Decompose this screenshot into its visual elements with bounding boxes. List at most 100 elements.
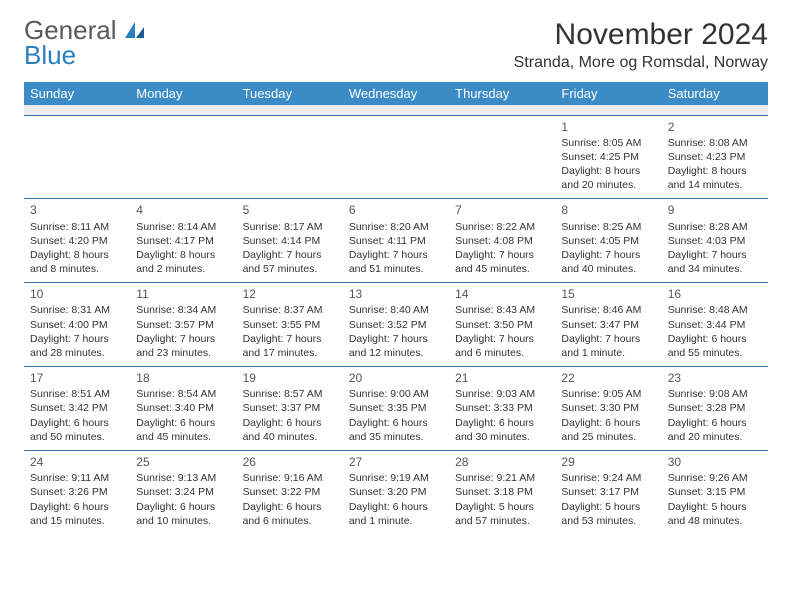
calendar-cell: 8Sunrise: 8:25 AMSunset: 4:05 PMDaylight…: [555, 199, 661, 283]
cell-day2: and 55 minutes.: [668, 346, 762, 360]
cell-sunset: Sunset: 3:52 PM: [349, 318, 443, 332]
calendar-cell: 10Sunrise: 8:31 AMSunset: 4:00 PMDayligh…: [24, 283, 130, 367]
cell-sunset: Sunset: 3:22 PM: [243, 485, 337, 499]
dayname-header: Thursday: [449, 82, 555, 105]
cell-sunrise: Sunrise: 8:46 AM: [561, 303, 655, 317]
cell-day1: Daylight: 6 hours: [349, 500, 443, 514]
calendar-cell: 28Sunrise: 9:21 AMSunset: 3:18 PMDayligh…: [449, 451, 555, 534]
day-number: 30: [668, 454, 762, 470]
day-number: 17: [30, 370, 124, 386]
cell-day2: and 12 minutes.: [349, 346, 443, 360]
cell-sunset: Sunset: 3:44 PM: [668, 318, 762, 332]
cell-day2: and 15 minutes.: [30, 514, 124, 528]
day-number: 18: [136, 370, 230, 386]
cell-sunrise: Sunrise: 9:26 AM: [668, 471, 762, 485]
cell-day2: and 1 minute.: [561, 346, 655, 360]
cell-sunrise: Sunrise: 8:34 AM: [136, 303, 230, 317]
calendar-cell: 14Sunrise: 8:43 AMSunset: 3:50 PMDayligh…: [449, 283, 555, 367]
cell-sunset: Sunset: 4:14 PM: [243, 234, 337, 248]
calendar-cell: 3Sunrise: 8:11 AMSunset: 4:20 PMDaylight…: [24, 199, 130, 283]
cell-sunrise: Sunrise: 8:05 AM: [561, 136, 655, 150]
cell-sunset: Sunset: 3:57 PM: [136, 318, 230, 332]
day-number: 10: [30, 286, 124, 302]
calendar-cell: 4Sunrise: 8:14 AMSunset: 4:17 PMDaylight…: [130, 199, 236, 283]
dayname-header: Wednesday: [343, 82, 449, 105]
cell-day2: and 6 minutes.: [455, 346, 549, 360]
cell-sunrise: Sunrise: 8:31 AM: [30, 303, 124, 317]
cell-sunset: Sunset: 4:00 PM: [30, 318, 124, 332]
cell-day1: Daylight: 6 hours: [30, 416, 124, 430]
cell-sunrise: Sunrise: 8:14 AM: [136, 220, 230, 234]
cell-sunrise: Sunrise: 9:24 AM: [561, 471, 655, 485]
cell-day2: and 34 minutes.: [668, 262, 762, 276]
cell-day2: and 35 minutes.: [349, 430, 443, 444]
day-number: 25: [136, 454, 230, 470]
cell-day2: and 23 minutes.: [136, 346, 230, 360]
cell-day1: Daylight: 6 hours: [243, 416, 337, 430]
cell-day2: and 40 minutes.: [243, 430, 337, 444]
cell-sunrise: Sunrise: 9:21 AM: [455, 471, 549, 485]
cell-day1: Daylight: 8 hours: [136, 248, 230, 262]
cell-sunrise: Sunrise: 8:17 AM: [243, 220, 337, 234]
calendar-cell: 20Sunrise: 9:00 AMSunset: 3:35 PMDayligh…: [343, 367, 449, 451]
cell-day2: and 48 minutes.: [668, 514, 762, 528]
cell-day1: Daylight: 8 hours: [668, 164, 762, 178]
calendar-cell: 22Sunrise: 9:05 AMSunset: 3:30 PMDayligh…: [555, 367, 661, 451]
day-number: 6: [349, 202, 443, 218]
calendar-cell: 5Sunrise: 8:17 AMSunset: 4:14 PMDaylight…: [237, 199, 343, 283]
cell-day2: and 45 minutes.: [136, 430, 230, 444]
cell-day2: and 50 minutes.: [30, 430, 124, 444]
cell-day2: and 10 minutes.: [136, 514, 230, 528]
cell-day1: Daylight: 5 hours: [668, 500, 762, 514]
cell-day2: and 40 minutes.: [561, 262, 655, 276]
dayname-header: Tuesday: [237, 82, 343, 105]
calendar-cell: 18Sunrise: 8:54 AMSunset: 3:40 PMDayligh…: [130, 367, 236, 451]
cell-day1: Daylight: 6 hours: [243, 500, 337, 514]
cell-sunrise: Sunrise: 9:05 AM: [561, 387, 655, 401]
cell-sunrise: Sunrise: 9:11 AM: [30, 471, 124, 485]
cell-day1: Daylight: 6 hours: [668, 332, 762, 346]
dayname-row: SundayMondayTuesdayWednesdayThursdayFrid…: [24, 82, 768, 105]
cell-day1: Daylight: 8 hours: [561, 164, 655, 178]
calendar-cell: 30Sunrise: 9:26 AMSunset: 3:15 PMDayligh…: [662, 451, 768, 534]
cell-sunrise: Sunrise: 9:08 AM: [668, 387, 762, 401]
cell-day1: Daylight: 7 hours: [668, 248, 762, 262]
cell-sunset: Sunset: 3:15 PM: [668, 485, 762, 499]
cell-sunrise: Sunrise: 8:43 AM: [455, 303, 549, 317]
cell-day1: Daylight: 6 hours: [349, 416, 443, 430]
cell-sunrise: Sunrise: 9:00 AM: [349, 387, 443, 401]
cell-day1: Daylight: 7 hours: [243, 248, 337, 262]
cell-sunrise: Sunrise: 8:08 AM: [668, 136, 762, 150]
day-number: 14: [455, 286, 549, 302]
cell-sunrise: Sunrise: 8:20 AM: [349, 220, 443, 234]
dayname-header: Sunday: [24, 82, 130, 105]
cell-day1: Daylight: 6 hours: [136, 416, 230, 430]
cell-sunrise: Sunrise: 9:03 AM: [455, 387, 549, 401]
cell-sunset: Sunset: 3:28 PM: [668, 401, 762, 415]
cell-day1: Daylight: 8 hours: [30, 248, 124, 262]
cell-day1: Daylight: 6 hours: [668, 416, 762, 430]
cell-day2: and 57 minutes.: [455, 514, 549, 528]
calendar-cell: 21Sunrise: 9:03 AMSunset: 3:33 PMDayligh…: [449, 367, 555, 451]
cell-sunset: Sunset: 3:26 PM: [30, 485, 124, 499]
calendar-cell: 25Sunrise: 9:13 AMSunset: 3:24 PMDayligh…: [130, 451, 236, 534]
cell-day2: and 6 minutes.: [243, 514, 337, 528]
cell-day2: and 20 minutes.: [668, 430, 762, 444]
day-number: 21: [455, 370, 549, 386]
calendar-cell: 1Sunrise: 8:05 AMSunset: 4:25 PMDaylight…: [555, 115, 661, 199]
calendar-cell: 17Sunrise: 8:51 AMSunset: 3:42 PMDayligh…: [24, 367, 130, 451]
cell-sunrise: Sunrise: 9:19 AM: [349, 471, 443, 485]
cell-day1: Daylight: 6 hours: [561, 416, 655, 430]
cell-day2: and 14 minutes.: [668, 178, 762, 192]
cell-day1: Daylight: 7 hours: [349, 332, 443, 346]
cell-sunset: Sunset: 3:20 PM: [349, 485, 443, 499]
cell-day2: and 51 minutes.: [349, 262, 443, 276]
calendar-cell: 13Sunrise: 8:40 AMSunset: 3:52 PMDayligh…: [343, 283, 449, 367]
day-number: 2: [668, 119, 762, 135]
cell-day2: and 25 minutes.: [561, 430, 655, 444]
day-number: 26: [243, 454, 337, 470]
cell-day2: and 8 minutes.: [30, 262, 124, 276]
month-title: November 2024: [514, 18, 768, 52]
cell-sunrise: Sunrise: 8:40 AM: [349, 303, 443, 317]
cell-sunset: Sunset: 4:05 PM: [561, 234, 655, 248]
